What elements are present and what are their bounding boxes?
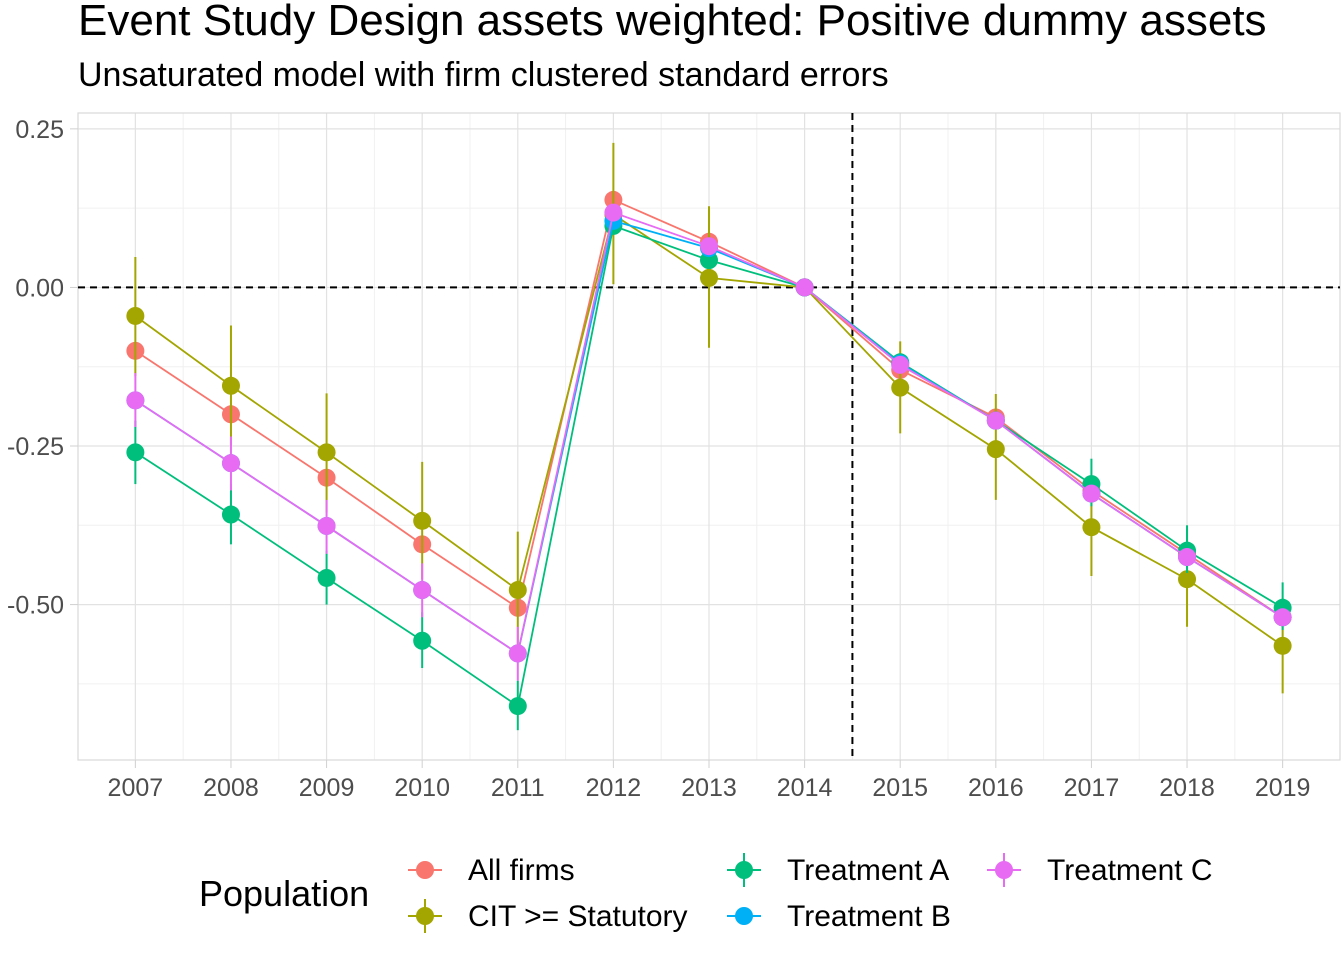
series-treatment-c [126,203,1292,681]
data-point [604,203,623,222]
x-tick-label: 2016 [968,774,1024,802]
data-point [126,306,145,325]
x-tick-label: 2015 [872,774,928,802]
legend-item: Treatment C [987,853,1213,887]
x-tick-label: 2010 [394,774,450,802]
legend-key-point [416,861,434,879]
x-tick-label: 2013 [681,774,737,802]
data-point [413,581,432,600]
data-point [1082,518,1101,537]
data-point [700,237,718,256]
data-point [126,391,145,410]
data-point [1082,484,1101,503]
x-tick-label: 2007 [108,774,164,802]
legend-label: Treatment A [787,854,949,887]
x-tick-label: 2018 [1159,774,1215,802]
x-tick-label: 2011 [491,774,545,802]
legend-item: Treatment A [727,853,949,887]
data-point [508,644,527,663]
legend-key-point [995,861,1013,879]
data-point [1178,548,1197,567]
x-tick-label: 2017 [1064,774,1120,802]
y-tick-label: 0.25 [15,116,64,144]
legend-item: CIT >= Statutory [408,899,688,933]
data-point [1178,570,1197,589]
data-point [700,268,718,287]
legend-item: Treatment B [727,900,951,933]
x-tick-label: 2019 [1255,774,1311,802]
legend-item: All firms [408,854,575,887]
x-tick-label: 2014 [777,774,833,802]
data-point [508,697,527,716]
legend-label: Treatment B [787,900,951,933]
data-point [413,511,432,530]
y-tick-label: 0.00 [15,274,64,302]
legend-title: Population [199,873,369,914]
data-point [1273,608,1292,627]
data-point [1273,636,1292,655]
data-point [413,631,432,650]
data-point [986,440,1005,459]
legend-label: CIT >= Statutory [468,900,688,933]
x-tick-label: 2009 [299,774,355,802]
data-point [221,505,240,524]
data-point [317,443,336,462]
data-point [221,376,240,395]
y-tick-label: -0.50 [7,592,64,620]
legend: Population All firms CIT >= Statutory Treat… [199,853,1213,933]
legend-key-point [735,907,753,925]
legend-key-point [735,861,753,879]
axis-labels: 0.25 0.00 -0.25 -0.50 2007 2008 2009 2010 2011 20… [7,116,1310,802]
x-tick-label: 2008 [203,774,259,802]
data-point [508,581,527,600]
x-tick-label: 2012 [586,774,642,802]
series-layer [126,142,1292,731]
chart-title: Event Study Design assets weighted: Posi… [78,0,1267,45]
data-point [317,516,336,535]
data-point [317,568,336,587]
data-point [221,454,240,473]
data-point [891,378,910,397]
data-point [795,278,814,297]
legend-label: Treatment C [1047,854,1213,887]
legend-label: All firms [468,854,575,887]
legend-key-point [416,907,434,925]
data-point [891,355,910,374]
chart-subtitle: Unsaturated model with firm clustered st… [78,56,889,94]
data-point [126,443,145,462]
data-point [986,411,1005,430]
y-tick-label: -0.25 [7,433,64,461]
